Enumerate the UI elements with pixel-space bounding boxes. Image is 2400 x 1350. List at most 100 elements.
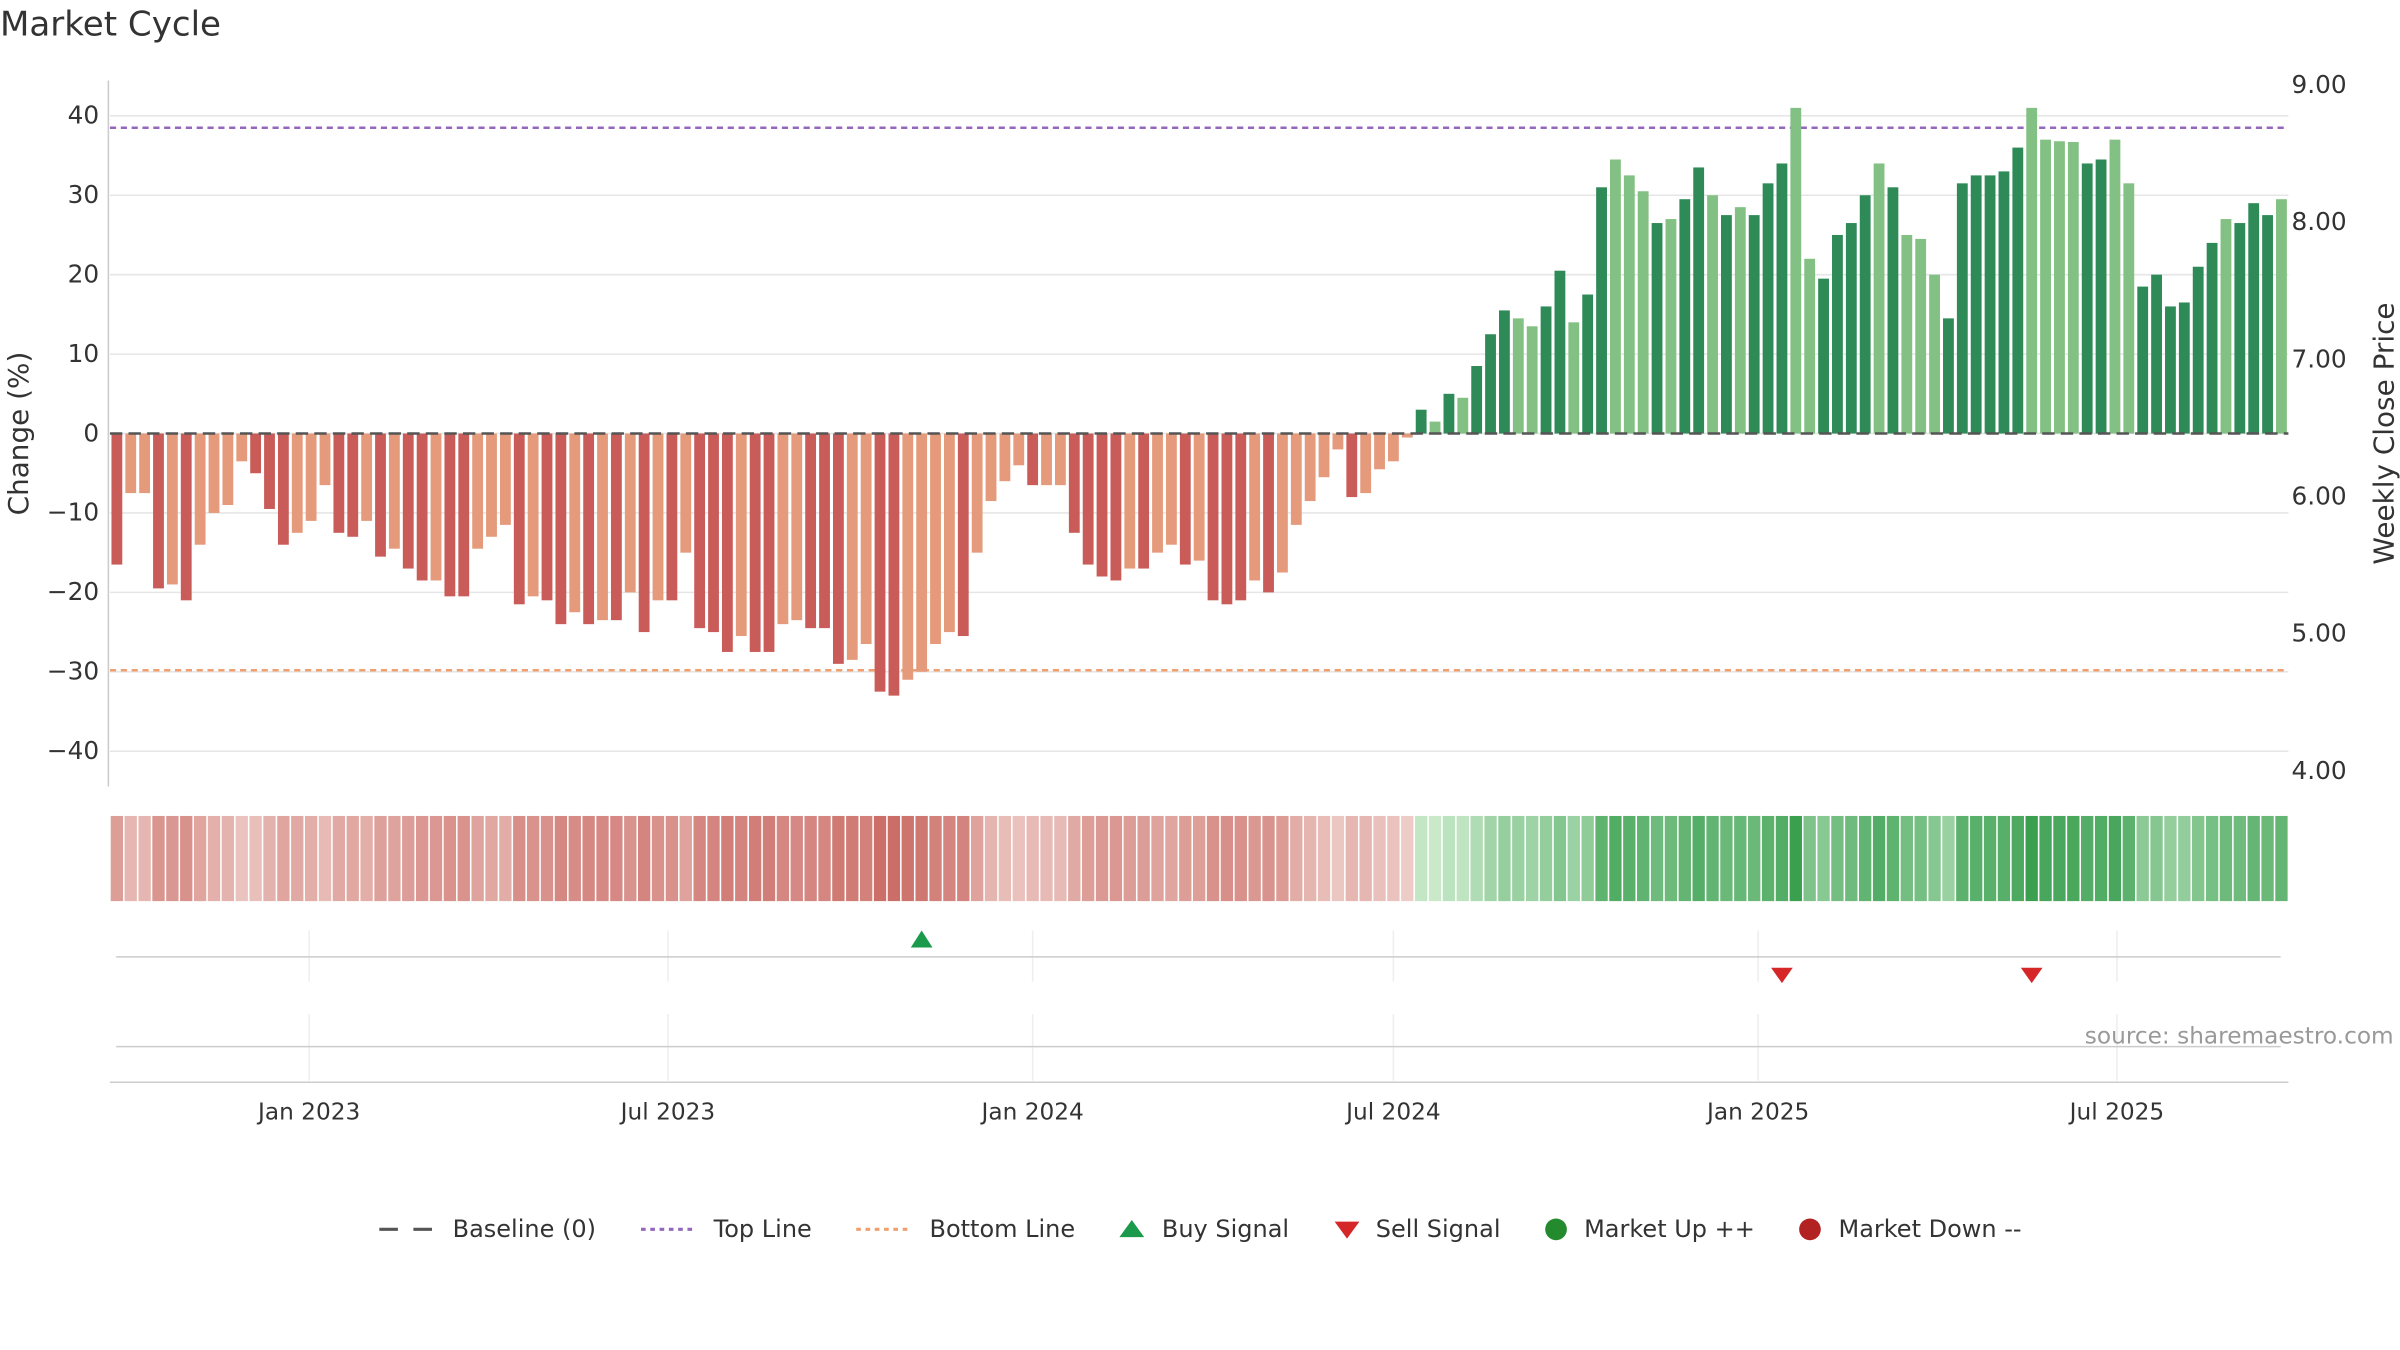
heat-cell <box>2053 815 2066 902</box>
heat-cell <box>318 815 332 902</box>
heat-cell <box>263 815 276 902</box>
bar <box>1429 421 1441 434</box>
bar <box>1956 183 1968 434</box>
heat-cell <box>1914 815 1927 902</box>
heat-cell <box>2081 815 2094 902</box>
bar <box>2262 215 2273 434</box>
bar <box>1263 433 1274 593</box>
bar <box>1457 397 1469 434</box>
bar <box>1596 187 1607 434</box>
bar <box>416 433 428 581</box>
bar <box>1554 270 1566 434</box>
heat-cell <box>2067 815 2080 902</box>
bar <box>1665 219 1677 434</box>
bar <box>638 433 650 633</box>
heat-cell <box>1567 815 1580 902</box>
bar <box>721 433 733 652</box>
heat-cell <box>443 815 457 902</box>
heat-cell <box>110 815 124 902</box>
bar <box>1290 433 1302 525</box>
heat-cell <box>513 815 526 902</box>
heat-cell <box>1512 815 1525 902</box>
heat-cell <box>277 815 290 902</box>
heat-cell <box>1276 815 1289 902</box>
bar <box>1304 433 1316 502</box>
legend-item-sell: Sell Signal <box>1332 1215 1500 1243</box>
heat-cell <box>1886 815 1900 902</box>
bar <box>1346 433 1358 498</box>
dash-line-icon <box>378 1220 452 1239</box>
heat-cell <box>2122 815 2135 902</box>
heat-cell <box>1664 815 1678 902</box>
bar <box>1859 195 1871 434</box>
bar <box>264 433 275 509</box>
heat-cell <box>499 815 512 902</box>
y2-tick-label: 4.00 <box>2291 756 2346 785</box>
heat-cell <box>846 815 859 902</box>
heat-cell <box>429 815 443 902</box>
bar <box>666 433 678 601</box>
bar <box>1776 163 1788 434</box>
heat-cell <box>859 815 873 902</box>
bar <box>1054 433 1066 486</box>
bar <box>777 433 789 625</box>
heat-cell <box>1970 815 1983 902</box>
heat-cell <box>138 815 151 902</box>
heat-cell <box>2192 815 2205 902</box>
heat-cell <box>402 815 415 902</box>
heat-cell <box>2178 815 2191 902</box>
bar <box>1485 334 1496 434</box>
y2-tick-label: 8.00 <box>2291 207 2346 236</box>
bar <box>1707 195 1718 434</box>
heat-cell <box>776 815 790 902</box>
bar <box>111 433 123 565</box>
heat-cell <box>1983 815 1997 902</box>
y2-tick-label: 9.00 <box>2291 70 2346 99</box>
bar <box>1526 326 1538 434</box>
heat-cell <box>1748 815 1761 902</box>
heat-cell <box>2108 815 2122 902</box>
bar <box>319 433 331 486</box>
bar <box>1929 274 1940 434</box>
bar <box>1970 175 1982 434</box>
bar <box>2234 223 2246 434</box>
legend-label: Baseline (0) <box>452 1215 596 1244</box>
bar <box>139 433 151 494</box>
bar <box>305 433 317 521</box>
heat-cell <box>1609 815 1622 902</box>
y-tick-label: 30 <box>68 180 100 209</box>
y2-tick-label: 7.00 <box>2291 344 2346 373</box>
bar <box>2192 266 2204 434</box>
heat-cell <box>1179 815 1192 902</box>
heat-cell <box>1359 815 1372 902</box>
heat-cell <box>554 815 568 902</box>
bar <box>125 433 137 494</box>
heat-cell <box>2205 815 2219 902</box>
heat-cell <box>1442 815 1456 902</box>
heat-cell <box>1803 815 1816 902</box>
bar <box>1193 433 1205 561</box>
bar <box>166 433 178 585</box>
y2-axis-title: Weekly Close Price <box>2368 302 2400 564</box>
heat-cell <box>1720 815 1733 902</box>
heat-cell <box>873 815 887 902</box>
bar <box>1734 207 1746 434</box>
heat-cell <box>1526 815 1539 902</box>
heat-cell <box>1081 815 1095 902</box>
heat-cell <box>1553 815 1567 902</box>
heat-cell <box>1692 815 1705 902</box>
heat-cell <box>1248 815 1261 902</box>
bar <box>333 433 345 533</box>
heat-cell <box>1831 815 1844 902</box>
bar <box>2054 141 2065 434</box>
legend-label: Buy Signal <box>1161 1215 1290 1244</box>
bar <box>1887 187 1899 434</box>
heat-cell <box>665 815 679 902</box>
heat-cell <box>1845 815 1858 902</box>
bar <box>1068 433 1080 533</box>
bar <box>347 433 359 537</box>
bar <box>874 433 886 692</box>
bar <box>555 433 567 625</box>
bar <box>1651 223 1663 434</box>
heat-cell <box>1290 815 1303 902</box>
